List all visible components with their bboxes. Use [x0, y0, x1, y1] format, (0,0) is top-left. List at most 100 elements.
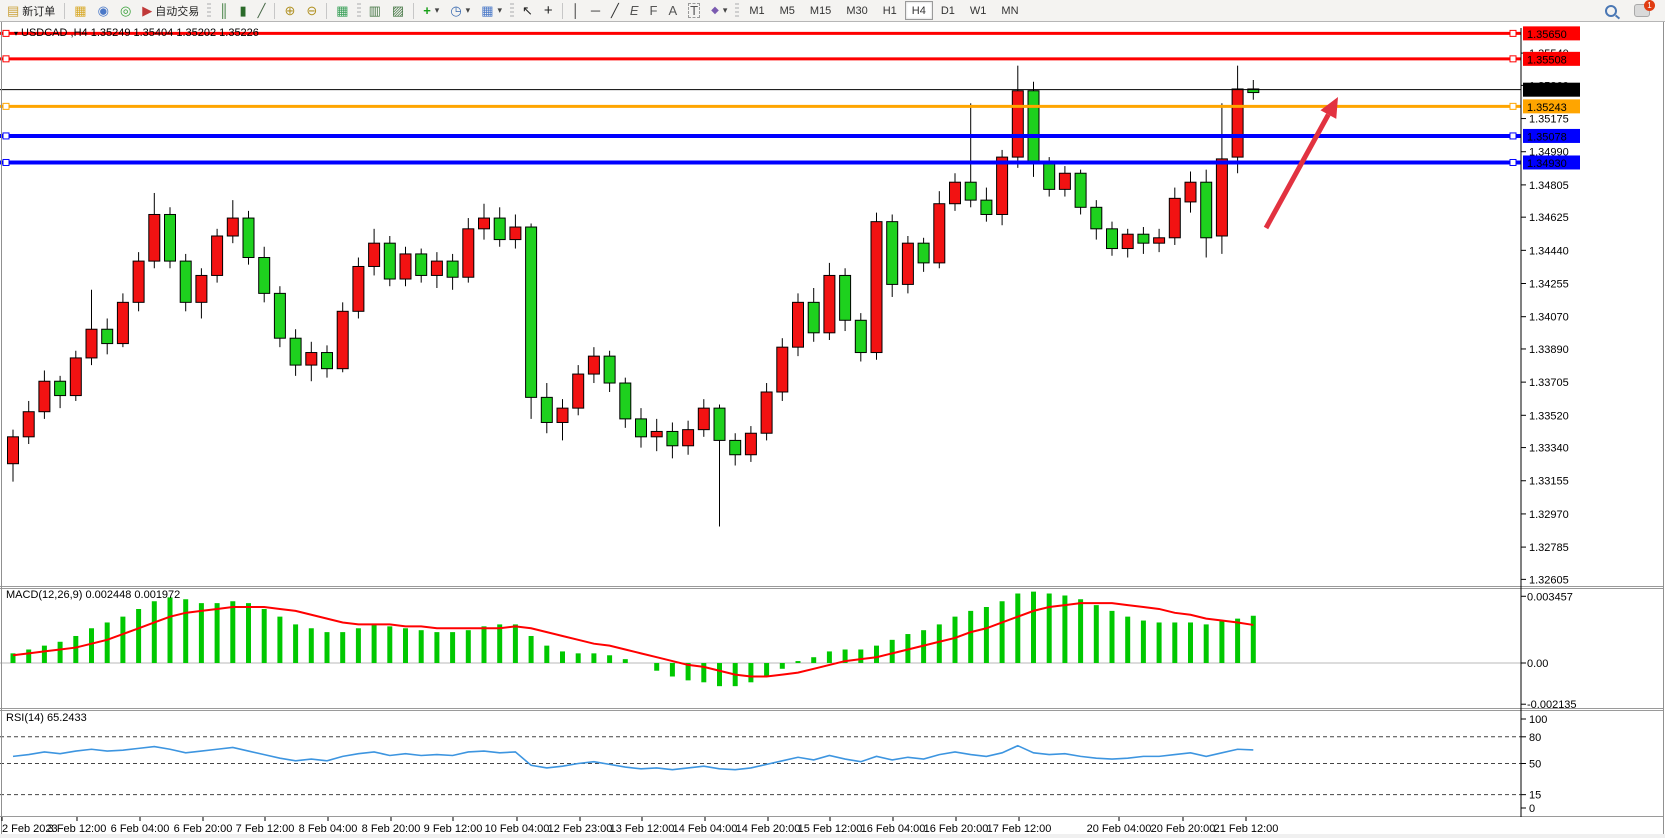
candle-body — [1090, 206, 1103, 230]
vertical-line-button[interactable]: │ — [567, 0, 585, 21]
crosshair-button[interactable]: + — [539, 0, 558, 21]
chart-icon: ▦ — [74, 3, 87, 18]
hline-handle[interactable] — [2, 102, 10, 110]
candle-body — [195, 274, 208, 303]
candle-body — [242, 217, 255, 259]
vertical-line-icon: │ — [571, 3, 580, 18]
add-indicator-button[interactable]: + ▾ — [418, 0, 444, 21]
trend-arrow[interactable] — [1263, 113, 1331, 230]
hline-handle[interactable] — [2, 55, 10, 63]
time-axis-label: 2 Feb 2023 — [2, 823, 58, 835]
rsi-line — [12, 744, 1254, 771]
candle-body — [1231, 88, 1244, 158]
hline-handle[interactable] — [1509, 158, 1517, 166]
price-tick-label: 1.35175 — [1529, 114, 1569, 126]
candle-body — [258, 257, 271, 294]
candle-body — [69, 357, 82, 397]
timeframe-m30-button[interactable]: M30 — [846, 4, 868, 17]
zoom-out-button[interactable]: ⊖ — [301, 0, 322, 21]
candle-body — [305, 352, 318, 366]
price-badge-label: 1.35650 — [1527, 29, 1567, 41]
trendline-button[interactable]: ╱ — [606, 0, 624, 21]
price-tick-label: 1.33890 — [1529, 344, 1569, 356]
time-axis-label: 16 Feb 04:00 — [861, 823, 926, 835]
hline-handle[interactable] — [1509, 55, 1517, 63]
candle-body — [383, 242, 396, 280]
periods-button[interactable]: ◷ ▾ — [445, 0, 475, 21]
price-tick-label: 1.32605 — [1529, 574, 1569, 586]
candle-body — [996, 156, 1009, 215]
line-chart-button[interactable]: ╱ — [253, 0, 271, 21]
candle-body — [980, 199, 993, 215]
fibonacci-button[interactable]: F — [645, 0, 663, 21]
notifications-button[interactable]: 1 — [1629, 0, 1655, 21]
macd-signal-line — [12, 602, 1254, 678]
search-button[interactable] — [1600, 0, 1622, 21]
hline-handle[interactable] — [2, 132, 10, 140]
text-icon: A — [668, 3, 678, 18]
templates-button[interactable]: ▦ ▾ — [476, 0, 507, 21]
hline-handle[interactable] — [1509, 102, 1517, 110]
time-axis-label: 16 Feb 20:00 — [924, 823, 989, 835]
candle-body — [949, 181, 961, 205]
price-tick-label: 1.33155 — [1529, 476, 1569, 488]
chart-window: 1.355401.353601.351751.349901.348051.346… — [0, 22, 1665, 838]
candle-body — [964, 181, 977, 201]
auto-trading-button[interactable]: ▶ 自动交易 — [137, 0, 204, 21]
separator — [413, 2, 415, 19]
text-label-button[interactable]: T — [683, 0, 705, 21]
timeframe-m15-button[interactable]: M15 — [809, 4, 832, 17]
data-window-button[interactable]: ◉ — [93, 0, 114, 21]
price-badge-label: 1.34930 — [1527, 158, 1567, 170]
chart-title-dropdown-icon[interactable]: ▾ — [14, 29, 19, 38]
candle-body — [415, 253, 428, 276]
timeframe-m1-button[interactable]: M1 — [749, 4, 765, 17]
zoom-in-button[interactable]: ⊕ — [279, 0, 300, 21]
chart-title: ▾ USDCAD ,H4 1.35249 1.35404 1.35202 1.35… — [14, 27, 259, 39]
hline-handle[interactable] — [1509, 29, 1517, 37]
text-label-icon: T — [688, 3, 701, 18]
time-axis-label: 6 Feb 04:00 — [111, 823, 170, 835]
candle-body — [713, 407, 726, 441]
horizontal-line-button[interactable]: ─ — [586, 0, 605, 21]
bar-chart-button[interactable]: ║ — [214, 0, 233, 21]
price-badges: 1.35650 1.35508 1.35336 1.35243 1.35078 1.349… — [1523, 26, 1580, 170]
price-tick-label: 1.34625 — [1529, 212, 1569, 224]
price-tick-label: 1.32785 — [1529, 542, 1569, 554]
cursor-button[interactable]: ↖ — [517, 0, 538, 21]
timeframe-m5-button[interactable]: M5 — [779, 4, 795, 17]
candle-body — [572, 373, 585, 409]
toolbar-grip — [735, 2, 740, 19]
chrome — [0, 22, 1665, 838]
timeframe-h4-button[interactable]: H4 — [904, 1, 933, 20]
timeframe-mn-button[interactable]: MN — [1001, 4, 1019, 17]
rsi-axis-label: 80 — [1529, 732, 1541, 744]
zoom-in-icon: ⊕ — [284, 3, 296, 18]
candle-body — [1106, 228, 1118, 250]
text-button[interactable]: A — [663, 0, 682, 21]
candle-body — [603, 355, 616, 384]
hline-handle[interactable] — [2, 158, 10, 166]
shapes-button[interactable]: ◆ ▾ — [706, 0, 732, 21]
candlestick-chart-button[interactable]: ▮ — [235, 0, 252, 21]
chart-canvas[interactable]: 1.355401.353601.351751.349901.348051.346… — [0, 22, 1665, 838]
candle-body — [839, 274, 852, 321]
macd-axis-label: 0.00 — [1527, 658, 1548, 670]
tile-windows-button[interactable]: ▦ — [331, 0, 353, 21]
channel-button[interactable]: E — [625, 0, 644, 21]
timeframe-w1-button[interactable]: W1 — [969, 4, 987, 17]
timeframe-h1-button[interactable]: H1 — [882, 4, 897, 17]
candle-body — [886, 221, 899, 285]
candle-body — [556, 407, 569, 423]
new-order-button[interactable]: ▤ 新订单 — [2, 0, 60, 21]
market-watch-button[interactable]: ▦ — [69, 0, 91, 21]
arrange-vertical-button[interactable]: ▥ — [364, 0, 386, 21]
time-axis-label: 9 Feb 12:00 — [424, 823, 483, 835]
hline-handle[interactable] — [1509, 132, 1517, 140]
signals-button[interactable]: ◎ — [115, 0, 136, 21]
candle-body — [85, 328, 98, 359]
timeframe-d1-button[interactable]: D1 — [940, 4, 955, 17]
arrange-cascade-button[interactable]: ▨ — [387, 0, 409, 21]
hline-handle[interactable] — [2, 29, 10, 37]
time-axis-label: 15 Feb 12:00 — [798, 823, 863, 835]
